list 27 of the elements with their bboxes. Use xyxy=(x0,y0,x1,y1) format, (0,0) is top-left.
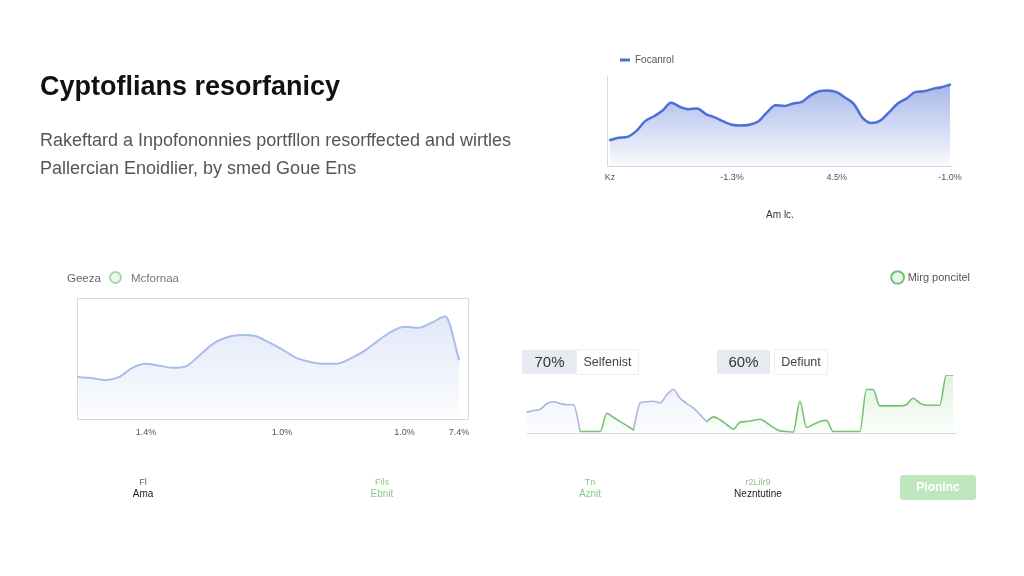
legend-label: Focanrol xyxy=(635,53,674,65)
text: Tn xyxy=(584,476,596,488)
text: Selfenist xyxy=(577,350,638,374)
x-tick-label: -1.0% xyxy=(938,172,962,183)
text: Rakeftard a Inpofononnies portfllon resorffected and wirtles Pallercian Enoidlier, by smed Goue Ens xyxy=(40,129,512,180)
x-tick-label: 1.0% xyxy=(271,427,293,438)
x-axis-title: Am lc. xyxy=(766,208,794,220)
x-tick-label: Kz xyxy=(604,172,616,183)
x-tick-label: 7.4% xyxy=(448,427,470,438)
text: 70% xyxy=(522,350,577,374)
text: r2Lilr9 xyxy=(745,476,771,488)
text: Mcfornaa xyxy=(131,271,179,285)
x-tick-label: 4.5% xyxy=(826,172,847,183)
text: Fils xyxy=(375,476,389,488)
text: Cyptoflians resorfanicy xyxy=(40,70,341,102)
text: Ama xyxy=(132,488,154,500)
text: Ebnit xyxy=(370,488,394,500)
legend-label: Mirg poncitel xyxy=(907,270,970,283)
text: Aznit xyxy=(578,488,602,500)
x-tick-label: -1.3% xyxy=(720,172,744,183)
text: Defiunt xyxy=(775,350,827,374)
x-tick-label: 1.0% xyxy=(394,427,415,438)
text: Fl xyxy=(139,476,147,488)
text: 60% xyxy=(717,350,770,374)
text: Geeza xyxy=(67,271,101,285)
x-tick-label: 1.4% xyxy=(135,427,157,438)
text: Nezntutine xyxy=(734,488,782,500)
